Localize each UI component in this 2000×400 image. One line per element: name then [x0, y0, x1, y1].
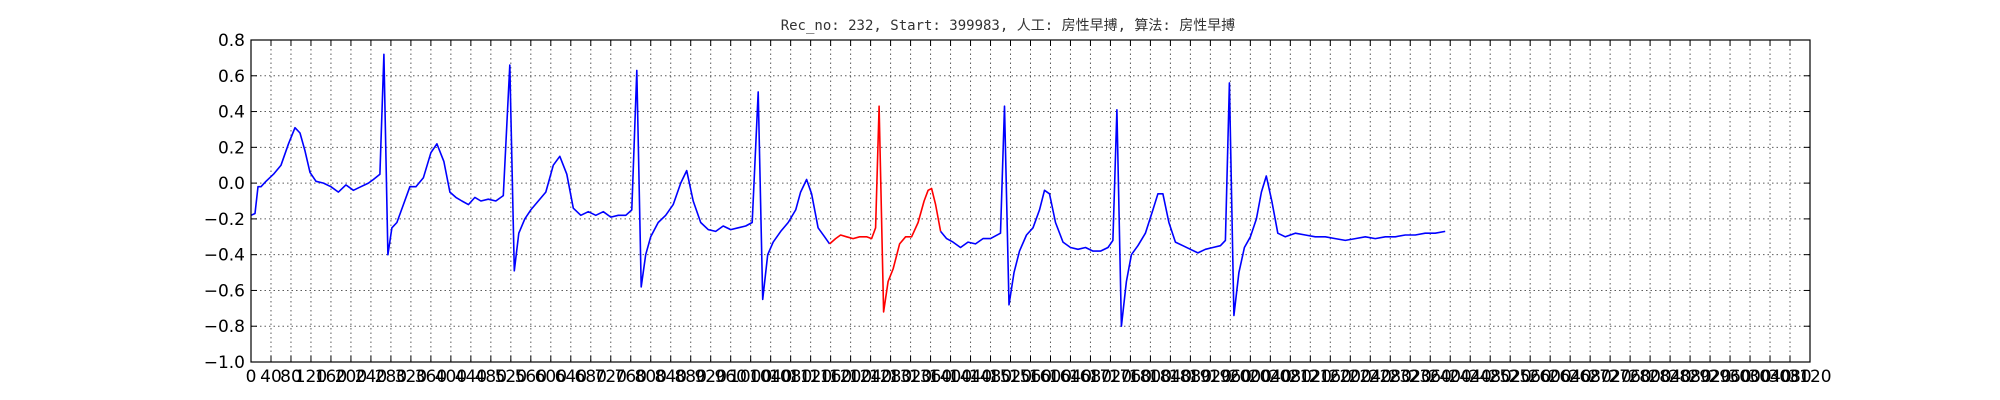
x-tick-label: 80	[280, 367, 302, 387]
y-tick-label: −0.6	[204, 281, 245, 301]
x-tick-label: 2840	[1648, 367, 1691, 387]
x-tick-label: 2280	[1369, 367, 1412, 387]
y-tick-label: −0.2	[204, 210, 245, 230]
x-tick-label: 2440	[1449, 367, 1492, 387]
x-tick-label: 2480	[1469, 367, 1512, 387]
x-tick-label: 2040	[1249, 367, 1292, 387]
x-tick-label: 520	[495, 367, 527, 387]
x-tick-label: 1360	[909, 367, 952, 387]
x-tick-label: 1400	[929, 367, 972, 387]
x-tick-label: 480	[475, 367, 507, 387]
x-tick-label: 800	[635, 367, 667, 387]
y-tick-label: −0.4	[204, 246, 245, 266]
x-tick-label: 1280	[869, 367, 912, 387]
x-tick-label: 2200	[1329, 367, 1372, 387]
x-tick-label: 1640	[1049, 367, 1092, 387]
x-tick-label: 2520	[1489, 367, 1532, 387]
x-tick-label: 1000	[729, 367, 772, 387]
x-tick-label: 1760	[1109, 367, 1152, 387]
x-tick-label: 1800	[1129, 367, 1172, 387]
y-tick-label: 0.0	[218, 174, 245, 194]
x-tick-label: 280	[375, 367, 407, 387]
x-tick-label: 2680	[1569, 367, 1612, 387]
x-tick-label: 3120	[1788, 367, 1831, 387]
x-tick-label: 1600	[1029, 367, 1072, 387]
y-tick-label: 0.8	[218, 31, 245, 51]
x-tick-label: 2800	[1628, 367, 1671, 387]
series-group	[250, 53, 1446, 327]
x-tick-label: 2560	[1509, 367, 1552, 387]
grid	[250, 39, 1811, 363]
x-tick-label: 160	[315, 367, 347, 387]
x-tick-label: 400	[435, 367, 467, 387]
x-tick-label: 880	[674, 367, 706, 387]
x-tick-label: 360	[415, 367, 447, 387]
x-tick-label: 2760	[1608, 367, 1651, 387]
x-tick-label: 200	[335, 367, 367, 387]
x-tick-label: 2240	[1349, 367, 1392, 387]
x-tick-label: 3000	[1728, 367, 1771, 387]
x-tick-label: 960	[714, 367, 746, 387]
x-tick-label: 2960	[1708, 367, 1751, 387]
x-tick-label: 1320	[889, 367, 932, 387]
x-tick-label: 2320	[1389, 367, 1432, 387]
x-tick-label: 1480	[969, 367, 1012, 387]
ecg-signal-line	[939, 82, 1446, 327]
x-tick-label: 2400	[1429, 367, 1472, 387]
x-tick-label: 600	[535, 367, 567, 387]
x-tick-label: 1560	[1009, 367, 1052, 387]
x-tick-label: 40	[260, 367, 282, 387]
x-tick-label: 1440	[949, 367, 992, 387]
x-tick-label: 1520	[989, 367, 1032, 387]
x-tick-label: 1880	[1169, 367, 1212, 387]
x-tick-label: 1160	[809, 367, 852, 387]
x-tick-label: 2920	[1688, 367, 1731, 387]
x-tick-label: 2120	[1289, 367, 1332, 387]
x-tick-label: 720	[595, 367, 627, 387]
x-tick-label: 120	[295, 367, 327, 387]
chart-title: Rec_no: 232, Start: 399983, 人工: 房性早搏, 算法…	[781, 17, 1236, 34]
x-tick-label: 2360	[1409, 367, 1452, 387]
x-tick-label: 320	[395, 367, 427, 387]
highlighted-beat-line	[829, 105, 942, 313]
x-tick-label: 920	[694, 367, 726, 387]
x-tick-label: 840	[655, 367, 687, 387]
x-tick-label: 640	[555, 367, 587, 387]
x-tick-label: 2640	[1549, 367, 1592, 387]
x-tick-label: 3080	[1768, 367, 1811, 387]
x-tick-label: 0	[246, 367, 257, 387]
x-tick-label: 1200	[829, 367, 872, 387]
y-tick-label: 0.6	[218, 67, 245, 87]
y-tick-label: −1.0	[204, 353, 245, 373]
y-tick-label: 0.2	[218, 138, 245, 158]
plot-frame	[250, 39, 1811, 363]
x-tick-label: 1840	[1149, 367, 1192, 387]
x-tick-label: 2080	[1269, 367, 1312, 387]
x-tick-label: 1720	[1089, 367, 1132, 387]
x-tick-label: 2600	[1529, 367, 1572, 387]
x-tick-label: 3040	[1748, 367, 1791, 387]
ecg-signal-line	[250, 53, 831, 301]
x-tick-label: 1240	[849, 367, 892, 387]
x-tick-label: 1920	[1189, 367, 1232, 387]
x-tick-label: 2880	[1668, 367, 1711, 387]
x-tick-label: 680	[575, 367, 607, 387]
y-tick-label: −0.8	[204, 317, 245, 337]
x-tick-label: 2720	[1588, 367, 1631, 387]
x-tick-label: 2000	[1229, 367, 1272, 387]
y-tick-label: 0.4	[218, 103, 245, 123]
x-tick-label: 560	[515, 367, 547, 387]
x-tick-label: 1040	[749, 367, 792, 387]
x-tick-label: 440	[455, 367, 487, 387]
x-tick-label: 1960	[1209, 367, 1252, 387]
x-axis-ticks: 0 408012016020024028032036040044048052056…	[246, 40, 1832, 387]
y-axis-ticks: −1.0 −0.8 −0.6 −0.4 −0.2 0.0 0.2 0.4 0.6 0.8	[204, 31, 1810, 373]
x-tick-label: 240	[355, 367, 387, 387]
x-tick-label: 1120	[789, 367, 832, 387]
x-tick-label: 1680	[1069, 367, 1112, 387]
x-tick-label: 2160	[1309, 367, 1352, 387]
x-tick-label: 760	[615, 367, 647, 387]
x-tick-label: 1080	[769, 367, 812, 387]
